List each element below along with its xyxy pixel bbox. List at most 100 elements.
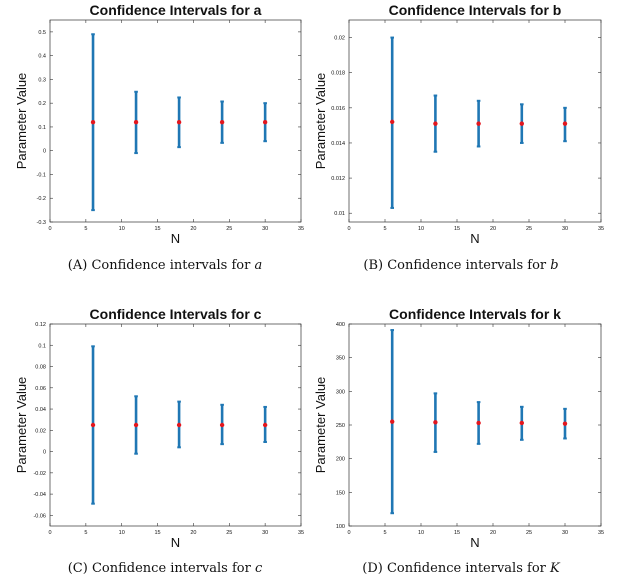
x-tick-label-c: 20 <box>190 530 196 536</box>
y-tick-label-b: 0.012 <box>331 176 345 182</box>
y-tick-label-a: -0.1 <box>37 172 46 178</box>
y-tick-label-c: -0.02 <box>33 471 46 477</box>
x-tick-label-a: 20 <box>190 226 196 232</box>
y-tick-label-c: 0.06 <box>35 386 46 392</box>
x-axis-label-b: N <box>470 231 479 246</box>
point-estimate-b <box>433 121 438 126</box>
y-tick-label-c: 0.12 <box>35 322 46 328</box>
y-tick-label-d: 150 <box>336 490 345 496</box>
chart-title-d: Confidence Intervals for k <box>389 306 561 322</box>
y-tick-label-d: 350 <box>336 356 345 362</box>
caption-b: (B) Confidence intervals for b <box>316 258 606 273</box>
x-tick-label-c: 35 <box>298 530 304 536</box>
x-tick-label-a: 15 <box>155 226 161 232</box>
caption-a-text: Confidence intervals for <box>91 258 251 273</box>
y-axis-label-c: Parameter Value <box>14 377 29 474</box>
y-tick-label-d: 100 <box>336 524 345 530</box>
y-tick-label-a: 0.3 <box>38 77 46 83</box>
y-tick-label-c: -0.04 <box>33 492 46 498</box>
x-tick-label-b: 0 <box>347 226 350 232</box>
chart-c: Confidence Intervals for c 0 5 10 15 20 25 30 35… <box>14 306 304 550</box>
x-tick-label-b: 25 <box>526 226 532 232</box>
y-tick-label-c: 0.1 <box>38 343 46 349</box>
x-tick-label-d: 0 <box>347 530 350 536</box>
caption-a-symbol: a <box>254 258 263 273</box>
y-tick-label-b: 0.016 <box>331 106 345 112</box>
y-tick-label-b: 0.01 <box>334 211 345 217</box>
point-estimate-b <box>390 119 395 125</box>
y-axis-label-a: Parameter Value <box>14 73 29 170</box>
x-tick-label-c: 0 <box>48 530 51 536</box>
x-axis-label-c: N <box>171 535 180 550</box>
y-tick-label-c: 0 <box>43 450 46 456</box>
caption-b-text: Confidence intervals for <box>387 258 547 273</box>
caption-c-symbol: c <box>254 561 263 576</box>
y-tick-label-d: 200 <box>336 457 345 463</box>
x-tick-label-c: 15 <box>155 530 161 536</box>
x-tick-label-a: 10 <box>119 226 125 232</box>
point-estimate-c <box>176 422 182 428</box>
x-tick-label-a: 0 <box>48 226 51 232</box>
y-tick-label-a: 0.1 <box>38 125 46 131</box>
y-tick-label-a: 0.5 <box>38 30 46 36</box>
point-estimate-d <box>390 419 395 424</box>
x-tick-label-b: 5 <box>383 226 386 232</box>
caption-a: (A) Confidence intervals for a <box>20 258 310 273</box>
point-estimate-c <box>90 422 96 428</box>
x-tick-label-c: 25 <box>226 530 232 536</box>
y-tick-label-c: 0.08 <box>35 365 46 371</box>
caption-c-text: Confidence intervals for <box>91 561 251 576</box>
point-estimate-d <box>519 420 524 426</box>
caption-d-symbol: K <box>550 561 560 576</box>
x-tick-label-b: 20 <box>490 226 496 232</box>
x-tick-label-c: 10 <box>119 530 125 536</box>
x-tick-label-a: 5 <box>84 226 87 232</box>
y-tick-label-d: 250 <box>336 423 345 429</box>
point-estimate-c <box>262 422 268 428</box>
chart-title-a: Confidence Intervals for a <box>90 2 262 18</box>
x-tick-label-d: 10 <box>418 530 424 536</box>
x-tick-label-d: 35 <box>598 530 604 536</box>
y-tick-label-b: 0.014 <box>331 141 345 147</box>
y-tick-label-d: 300 <box>336 389 345 395</box>
x-tick-label-d: 30 <box>562 530 568 536</box>
y-tick-label-d: 400 <box>336 322 345 328</box>
x-tick-label-c: 30 <box>262 530 268 536</box>
point-estimate-b <box>519 121 524 126</box>
point-estimate-a <box>90 119 96 125</box>
x-tick-label-a: 30 <box>262 226 268 232</box>
chart-title-c: Confidence Intervals for c <box>90 306 262 322</box>
point-estimate-d <box>562 421 568 426</box>
caption-c: (C) Confidence intervals for c <box>20 561 310 576</box>
chart-b: Confidence Intervals for b 0 5 10 15 20 25 30 35… <box>313 2 604 246</box>
point-estimate-a <box>219 119 225 125</box>
x-tick-label-c: 5 <box>84 530 87 536</box>
x-tick-label-d: 20 <box>490 530 496 536</box>
y-tick-label-a: 0 <box>43 149 46 155</box>
x-tick-label-b: 30 <box>562 226 568 232</box>
y-axis-label-d: Parameter Value <box>313 377 328 474</box>
plot-frame-a <box>49 19 302 223</box>
y-tick-label-b: 0.018 <box>331 71 345 77</box>
x-tick-label-d: 25 <box>526 530 532 536</box>
x-tick-label-b: 10 <box>418 226 424 232</box>
chart-title-b: Confidence Intervals for b <box>389 2 562 18</box>
point-estimate-b <box>476 121 481 126</box>
y-axis-label-b: Parameter Value <box>313 73 328 170</box>
plot-frame-c <box>49 323 302 527</box>
x-tick-label-d: 5 <box>383 530 386 536</box>
x-tick-label-d: 15 <box>454 530 460 536</box>
caption-b-symbol: b <box>550 258 559 273</box>
caption-d: (D) Confidence intervals for K <box>316 561 606 576</box>
y-tick-label-c: 0.04 <box>35 407 46 413</box>
chart-a: Confidence Intervals for a 0 5 10 15 20 25 30 35… <box>14 2 304 246</box>
point-estimate-b <box>562 121 568 126</box>
y-tick-label-c: 0.02 <box>35 428 46 434</box>
point-estimate-d <box>433 420 438 425</box>
caption-d-label: (D) <box>362 561 383 576</box>
x-tick-label-a: 35 <box>298 226 304 232</box>
caption-a-label: (A) <box>67 258 88 273</box>
point-estimate-c <box>219 422 225 428</box>
caption-d-text: Confidence intervals for <box>386 561 546 576</box>
